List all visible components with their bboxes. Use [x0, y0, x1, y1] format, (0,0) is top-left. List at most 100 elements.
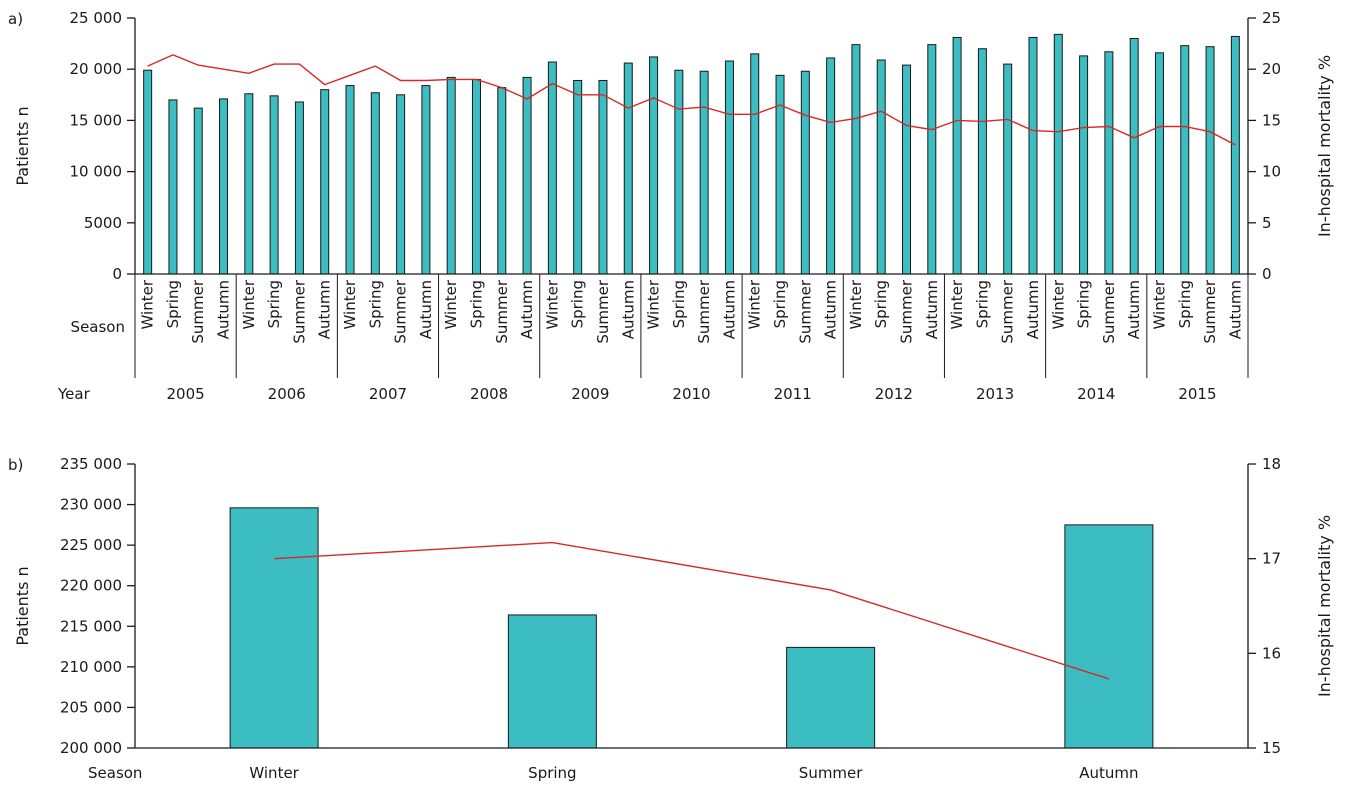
panel-a-right-tick-label: 10 [1262, 163, 1281, 181]
panel-a-season-label: Autumn [518, 280, 536, 339]
panel-a-right-tick-label: 25 [1262, 9, 1281, 27]
panel-a-season-label: Winter [847, 279, 865, 329]
panel-a-year-label: 2010 [672, 385, 710, 403]
panel-a-season-label: Winter [139, 279, 157, 329]
panel-a-season-label: Spring [569, 280, 587, 328]
panel-a-season-label: Autumn [1024, 280, 1042, 339]
panel-a-bar [497, 87, 507, 275]
panel-a-left-tick-label: 10 000 [70, 163, 123, 181]
panel-a-year-label: 2012 [875, 385, 913, 403]
panel-a-year-label: 2006 [268, 385, 306, 403]
panel-a-bar [1053, 33, 1063, 275]
panel-a-bar [143, 69, 153, 275]
panel-b-right-tick-label: 16 [1262, 644, 1281, 662]
panel-a-bar [851, 44, 861, 275]
panel-a-right-tick-label: 20 [1262, 60, 1281, 78]
panel-a-year-label: 2005 [166, 385, 204, 403]
panel-b-left-tick-label: 230 000 [60, 496, 122, 514]
panel-a-bar [927, 44, 937, 275]
panel-a-year-row-label: Year [57, 385, 91, 403]
panel-a-season-row-label: Season [71, 318, 125, 336]
panel-a-year-label: 2008 [470, 385, 508, 403]
panel-a-bar [1154, 52, 1164, 275]
panel-a-left-tick-label: 0 [112, 265, 122, 283]
panel-a-bar [320, 89, 330, 275]
panel-a-season-label: Winter [442, 279, 460, 329]
panel-a-season-label: Winter [240, 279, 258, 329]
panel-b-right-tick-label: 15 [1262, 739, 1281, 757]
panel-b-left-tick-label: 205 000 [60, 698, 122, 716]
panel-a-season-label: Summer [695, 279, 713, 343]
panel-a-bar [750, 53, 760, 275]
panel-a-season-label: Spring [973, 280, 991, 328]
panel-a-season-label: Winter [543, 279, 561, 329]
panel-a-season-label: Spring [366, 280, 384, 328]
panel-a-season-label: Autumn [1125, 280, 1143, 339]
panel-a-season-label: Summer [392, 279, 410, 343]
panel-a-left-tick-label: 15 000 [70, 111, 123, 129]
panel-a-bar [724, 60, 734, 275]
panel-a-bar [396, 94, 406, 275]
panel-a-bar [471, 78, 481, 275]
panel-b-bar [786, 646, 876, 749]
panel-a-season-label: Winter [1150, 279, 1168, 329]
panel-a-season-label: Winter [1049, 279, 1067, 329]
panel-a-season-label: Autumn [619, 280, 637, 339]
panel-a-bar [826, 57, 836, 275]
panel-a-season-label: Spring [670, 280, 688, 328]
panel-b-season-row-label: Season [88, 764, 142, 782]
panel-b-left-tick-label: 220 000 [60, 577, 122, 595]
panel-b-label: b) [8, 456, 23, 474]
panel-a-right-tick-label: 5 [1262, 214, 1272, 232]
panel-a-season-label: Spring [872, 280, 890, 328]
panel-a-bar [699, 70, 709, 275]
panel-a-right-tick-label: 15 [1262, 111, 1281, 129]
panel-b-bar [229, 507, 319, 749]
panel-a-right-tick-label: 0 [1262, 265, 1272, 283]
panel-a-season-label: Winter [948, 279, 966, 329]
panel-a-season-label: Autumn [720, 280, 738, 339]
panel-a-season-label: Autumn [417, 280, 435, 339]
panel-b-season-label: Winter [249, 764, 299, 782]
panel-b-bar [507, 614, 597, 749]
panel-a-season-label: Spring [265, 280, 283, 328]
panel-a-season-label: Winter [341, 279, 359, 329]
panel-a-year-label: 2009 [571, 385, 609, 403]
panel-a-season-label: Autumn [822, 280, 840, 339]
panel-a-season-label: Summer [999, 279, 1017, 343]
panel-a-mortality-line [147, 54, 1236, 146]
panel-a-season-label: Summer [493, 279, 511, 343]
panel-a-season-label: Autumn [1226, 280, 1244, 339]
panel-a-year-label: 2011 [774, 385, 812, 403]
panel-a-season-label: Spring [771, 280, 789, 328]
panel-b-left-tick-label: 235 000 [60, 455, 122, 473]
panel-a-bar [547, 61, 557, 275]
panel-b-left-tick-label: 215 000 [60, 617, 122, 635]
panel-b-left-tick-label: 210 000 [60, 658, 122, 676]
panel-a-left-tick-label: 5000 [84, 214, 122, 232]
panel-a-bar [623, 62, 633, 275]
panel-a-season-label: Winter [746, 279, 764, 329]
panel-a-year-label: 2007 [369, 385, 407, 403]
panel-a-season-label: Summer [189, 279, 207, 343]
panel-a-season-label: Autumn [923, 280, 941, 339]
panel-a-bar [370, 92, 380, 275]
panel-b-season-label: Spring [528, 764, 576, 782]
panel-a-bar [800, 70, 810, 275]
panel-a-bar [1230, 35, 1240, 275]
panel-b-season-label: Autumn [1079, 764, 1138, 782]
panel-a-right-axis-title: In-hospital mortality % [1315, 55, 1334, 237]
panel-a-bar [573, 79, 583, 275]
panel-b-left-tick-label: 200 000 [60, 739, 122, 757]
panel-a-bar [1104, 51, 1114, 275]
panel-b-mortality-line [274, 541, 1110, 680]
panel-a-bar [649, 56, 659, 275]
panel-a-label: a) [8, 10, 23, 28]
panel-a-season-label: Summer [1201, 279, 1219, 343]
panel-a-bar [952, 36, 962, 275]
panel-a-left-axis-title: Patients n [13, 106, 32, 185]
panel-a-bar [1129, 37, 1139, 275]
panel-a-season-label: Summer [898, 279, 916, 343]
